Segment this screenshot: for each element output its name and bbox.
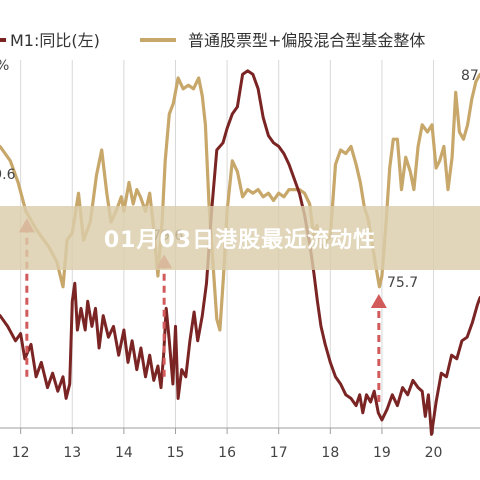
left-edge-label: %: [0, 58, 9, 74]
series-line-m1: [0, 69, 480, 436]
x-tick-label-17: 17: [270, 445, 288, 461]
x-tick-label-20: 20: [425, 445, 443, 461]
legend-label-m1: M1:同比(左): [10, 31, 100, 50]
annotation-label-2: 75.7: [387, 275, 418, 291]
right-edge-label: 87: [461, 68, 479, 84]
legend: M1:同比(左) 普通股票型+偏股混合型基金整体: [0, 31, 425, 50]
x-tick-labels: 12 13 14 15 16 17 18 19 20: [12, 445, 443, 461]
banner-title: 01月03日港股最近流动性: [103, 228, 377, 253]
title-banner: 01月03日港股最近流动性: [0, 206, 480, 270]
x-axis: [0, 427, 480, 434]
annotation-label-0: 9.6: [0, 167, 16, 183]
x-tick-label-19: 19: [373, 445, 391, 461]
legend-label-fund: 普通股票型+偏股混合型基金整体: [188, 31, 425, 50]
x-tick-label-12: 12: [12, 445, 30, 461]
x-tick-label-18: 18: [321, 445, 339, 461]
x-tick-label-14: 14: [115, 445, 133, 461]
x-tick-label-16: 16: [218, 445, 236, 461]
x-tick-label-15: 15: [167, 445, 185, 461]
x-tick-label-13: 13: [63, 445, 81, 461]
arrow-head-2: [370, 294, 387, 308]
